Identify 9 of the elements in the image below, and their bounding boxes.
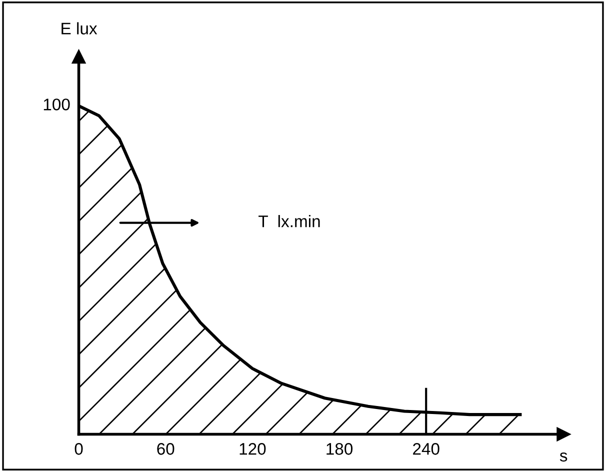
x-tick-label: 180 [326,443,353,455]
x-tick-label: 120 [240,443,266,455]
x-tick-label: 60 [157,443,174,455]
y-axis-title: E lux [62,22,98,34]
annotation: T lx.min [258,215,320,228]
x-tick-label: 240 [413,443,440,455]
x-tick-label: 0 [74,443,83,455]
x-axis-title: s [560,452,568,462]
annotation: 100 [44,98,70,110]
